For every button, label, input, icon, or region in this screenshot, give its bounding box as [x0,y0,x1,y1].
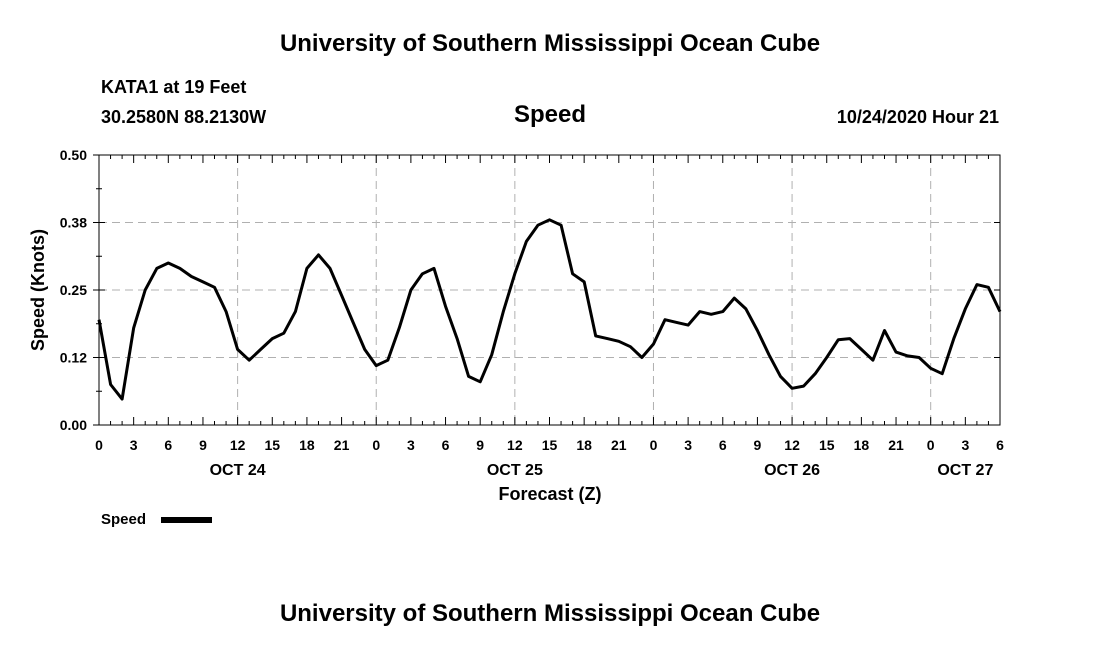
x-tick-label: 3 [130,437,138,453]
station-label: KATA1 at 19 Feet [101,77,247,97]
series-line-speed [97,218,1002,401]
variable-title: Speed [513,101,587,128]
x-tick-label: 12 [784,437,800,453]
x-tick-label: 6 [442,437,450,453]
footer-title: University of Southern Mississippi Ocean… [279,600,821,627]
y-tick-label: 0.50 [60,147,87,163]
y-tick-label: 0.38 [60,215,87,231]
x-tick-label: 12 [230,437,246,453]
x-tick-label: 6 [164,437,172,453]
date-label: OCT 26 [764,462,820,479]
x-tick-label: 0 [95,437,103,453]
x-tick-label: 21 [611,437,627,453]
x-tick-label: 9 [476,437,484,453]
legend-label: Speed [101,511,146,528]
date-label: OCT 25 [487,462,543,479]
chart-grid [99,155,1000,425]
datetime-label: 10/24/2020 Hour 21 [836,107,999,127]
x-tick-label: 21 [888,437,904,453]
x-tick-label: 3 [961,437,969,453]
x-tick-label: 18 [576,437,592,453]
x-tick-label: 15 [542,437,558,453]
x-tick-label: 3 [684,437,692,453]
x-tick-label: 9 [199,437,207,453]
x-tick-label: 18 [299,437,315,453]
x-tick-label: 6 [996,437,1004,453]
y-tick-label: 0.25 [60,282,87,298]
x-tick-label: 0 [372,437,380,453]
coordinates-label: 30.2580N 88.2130W [101,107,267,127]
y-tick-label: 0.00 [60,417,87,433]
chart-tick-labels: 0 3 6 9 12 15 18 21 0 3 6 9 12 15 18 21 0 3 6 9 12 15 18 21 0 3 6O… [60,147,1004,479]
chart-title: University of Southern Mississippi Ocean… [279,30,821,57]
x-tick-label: 0 [927,437,935,453]
date-label: OCT 24 [210,462,266,479]
x-tick-label: 21 [334,437,350,453]
x-tick-label: 15 [264,437,280,453]
x-tick-label: 6 [719,437,727,453]
x-tick-label: 15 [819,437,835,453]
x-tick-label: 12 [507,437,523,453]
x-tick-label: 0 [650,437,658,453]
y-tick-label: 0.12 [60,350,87,366]
chart-ticks [93,154,1001,426]
x-tick-label: 9 [754,437,762,453]
date-label: OCT 27 [937,462,993,479]
x-tick-label: 18 [854,437,870,453]
x-tick-label: 3 [407,437,415,453]
y-axis-label: Speed (Knots) [28,229,48,351]
x-axis-label: Forecast (Z) [498,484,601,504]
